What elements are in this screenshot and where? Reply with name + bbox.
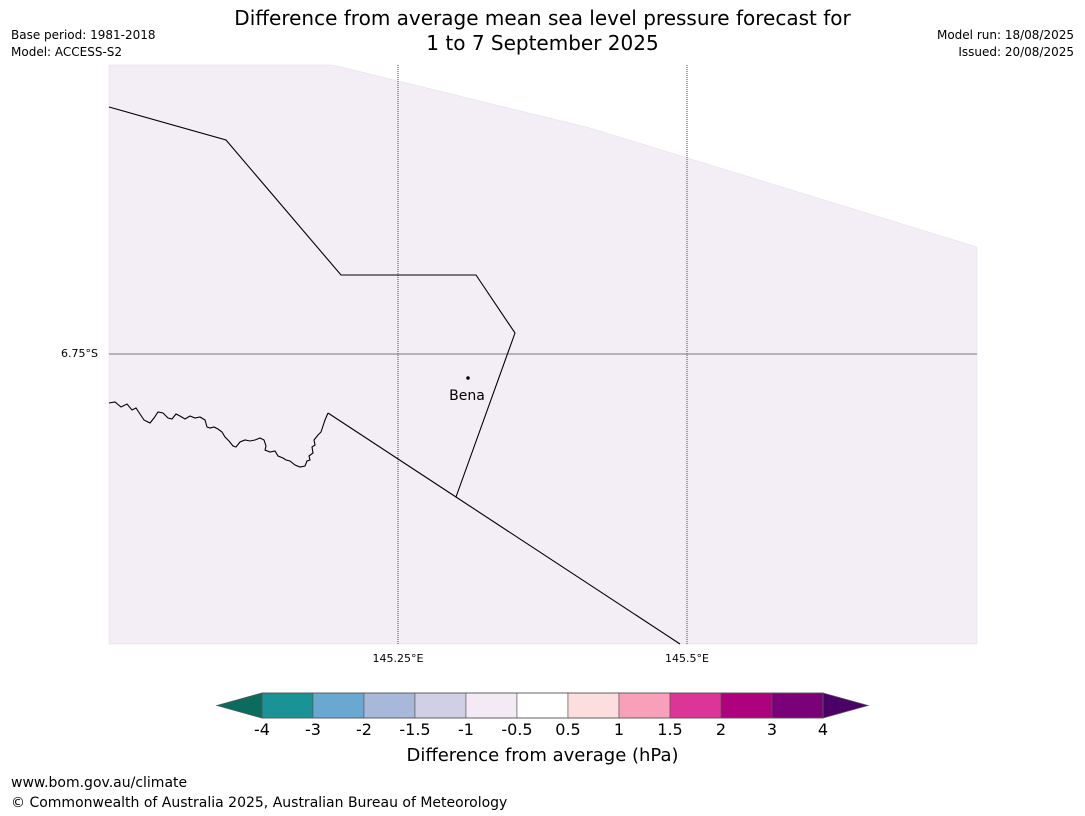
colorbar-segment: [261, 692, 314, 719]
colorbar-under-arrow: [215, 692, 263, 719]
colorbar-tick-label: 4: [817, 720, 829, 739]
lon-label-145-5e: 145.5°E: [665, 652, 709, 665]
colorbar-over-arrow: [822, 692, 870, 719]
colorbar-tick-label: -2: [356, 720, 372, 739]
colorbar-label: Difference from average (hPa): [406, 745, 679, 766]
colorbar-segment: [312, 692, 365, 719]
colorbar-segment: [618, 692, 671, 719]
colorbar-tick-label: 2: [715, 720, 727, 739]
colorbar-segment: [414, 692, 467, 719]
colorbar-tick-label: -1.5: [399, 720, 431, 739]
model-run: Model run: 18/08/2025: [936, 28, 1074, 42]
model-name: Model: ACCESS-S2: [11, 45, 123, 59]
colorbar-segments: [261, 692, 824, 719]
base-period: Base period: 1981-2018: [11, 28, 156, 42]
title-line-2: 1 to 7 September 2025: [426, 31, 659, 55]
boundary-line-south: [327, 412, 681, 645]
bena-marker: [466, 376, 470, 380]
colorbar-tick-label: 0.5: [555, 720, 581, 739]
colorbar-segment: [669, 692, 722, 719]
colorbar-tick-label: 1: [613, 720, 625, 739]
lat-label-6-75s: 6.75°S: [61, 347, 98, 360]
colorbar-tick-label: -1: [458, 720, 474, 739]
place-label-bena: Bena: [449, 388, 485, 404]
colorbar-segment: [720, 692, 773, 719]
lon-label-145-25e: 145.25°E: [372, 652, 424, 665]
river-line: [108, 401, 329, 468]
map-title: Difference from average mean sea level p…: [0, 6, 1085, 56]
footer-url: www.bom.gov.au/climate: [11, 775, 188, 791]
colorbar-segment: [516, 692, 569, 719]
colorbar-segment: [567, 692, 620, 719]
title-line-1: Difference from average mean sea level p…: [234, 6, 851, 30]
colorbar-tick-label: -3: [305, 720, 321, 739]
meta-right: Model run: 18/08/2025 Issued: 20/08/2025: [937, 27, 1074, 61]
colorbar-frame: [261, 692, 824, 719]
colorbar-tick-label: -0.5: [501, 720, 533, 739]
colorbar-segment: [771, 692, 824, 719]
issued-date: Issued: 20/08/2025: [958, 45, 1074, 59]
colorbar-tick-label: 3: [766, 720, 778, 739]
colorbar-segment: [363, 692, 416, 719]
colorbar-tick-label: -4: [254, 720, 270, 739]
boundary-line-north: [108, 106, 516, 498]
colorbar-tick-label: 1.5: [657, 720, 683, 739]
footer-copyright: © Commonwealth of Australia 2025, Austra…: [11, 795, 508, 811]
meta-left: Base period: 1981-2018 Model: ACCESS-S2: [11, 27, 156, 61]
colorbar-segment: [465, 692, 518, 719]
